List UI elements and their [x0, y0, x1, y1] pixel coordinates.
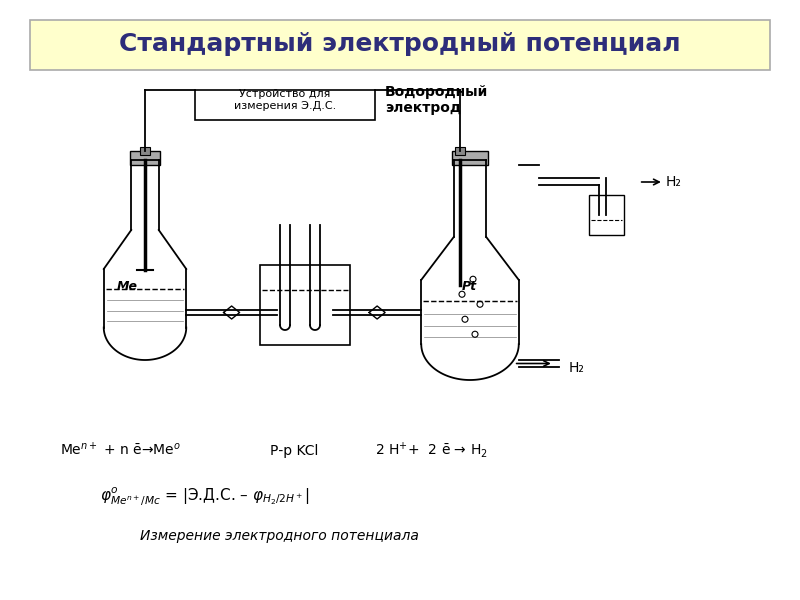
Text: Me$^{n+}$ + n ē→Me$^{o}$: Me$^{n+}$ + n ē→Me$^{o}$: [60, 440, 181, 458]
FancyBboxPatch shape: [452, 151, 488, 165]
Text: Устройство для
измерения Э.Д.С.: Устройство для измерения Э.Д.С.: [234, 89, 336, 111]
Text: Водородный
электрод: Водородный электрод: [385, 85, 488, 115]
Text: H₂: H₂: [569, 361, 585, 376]
FancyBboxPatch shape: [260, 265, 350, 345]
Text: Стандартный электродный потенциал: Стандартный электродный потенциал: [119, 32, 681, 56]
FancyBboxPatch shape: [195, 90, 375, 120]
Text: H₂: H₂: [666, 175, 682, 189]
Text: Р-р KCl: Р-р KCl: [270, 444, 318, 458]
Text: Pt: Pt: [462, 280, 477, 293]
Text: Me: Me: [117, 280, 138, 293]
FancyBboxPatch shape: [140, 147, 150, 155]
FancyBboxPatch shape: [30, 20, 770, 70]
Text: Измерение электродного потенциала: Измерение электродного потенциала: [140, 529, 419, 543]
FancyBboxPatch shape: [455, 147, 465, 155]
FancyBboxPatch shape: [589, 195, 624, 235]
Text: 2 H$^{+}$+  2 ē → H$_{2}$: 2 H$^{+}$+ 2 ē → H$_{2}$: [375, 440, 488, 460]
Text: $\varphi^{o}_{Me^{n+}/Mc}$ = |Э.Д.С. – $\varphi_{H_2/2H^+}$|: $\varphi^{o}_{Me^{n+}/Mc}$ = |Э.Д.С. – $…: [100, 485, 310, 508]
FancyBboxPatch shape: [130, 151, 160, 165]
